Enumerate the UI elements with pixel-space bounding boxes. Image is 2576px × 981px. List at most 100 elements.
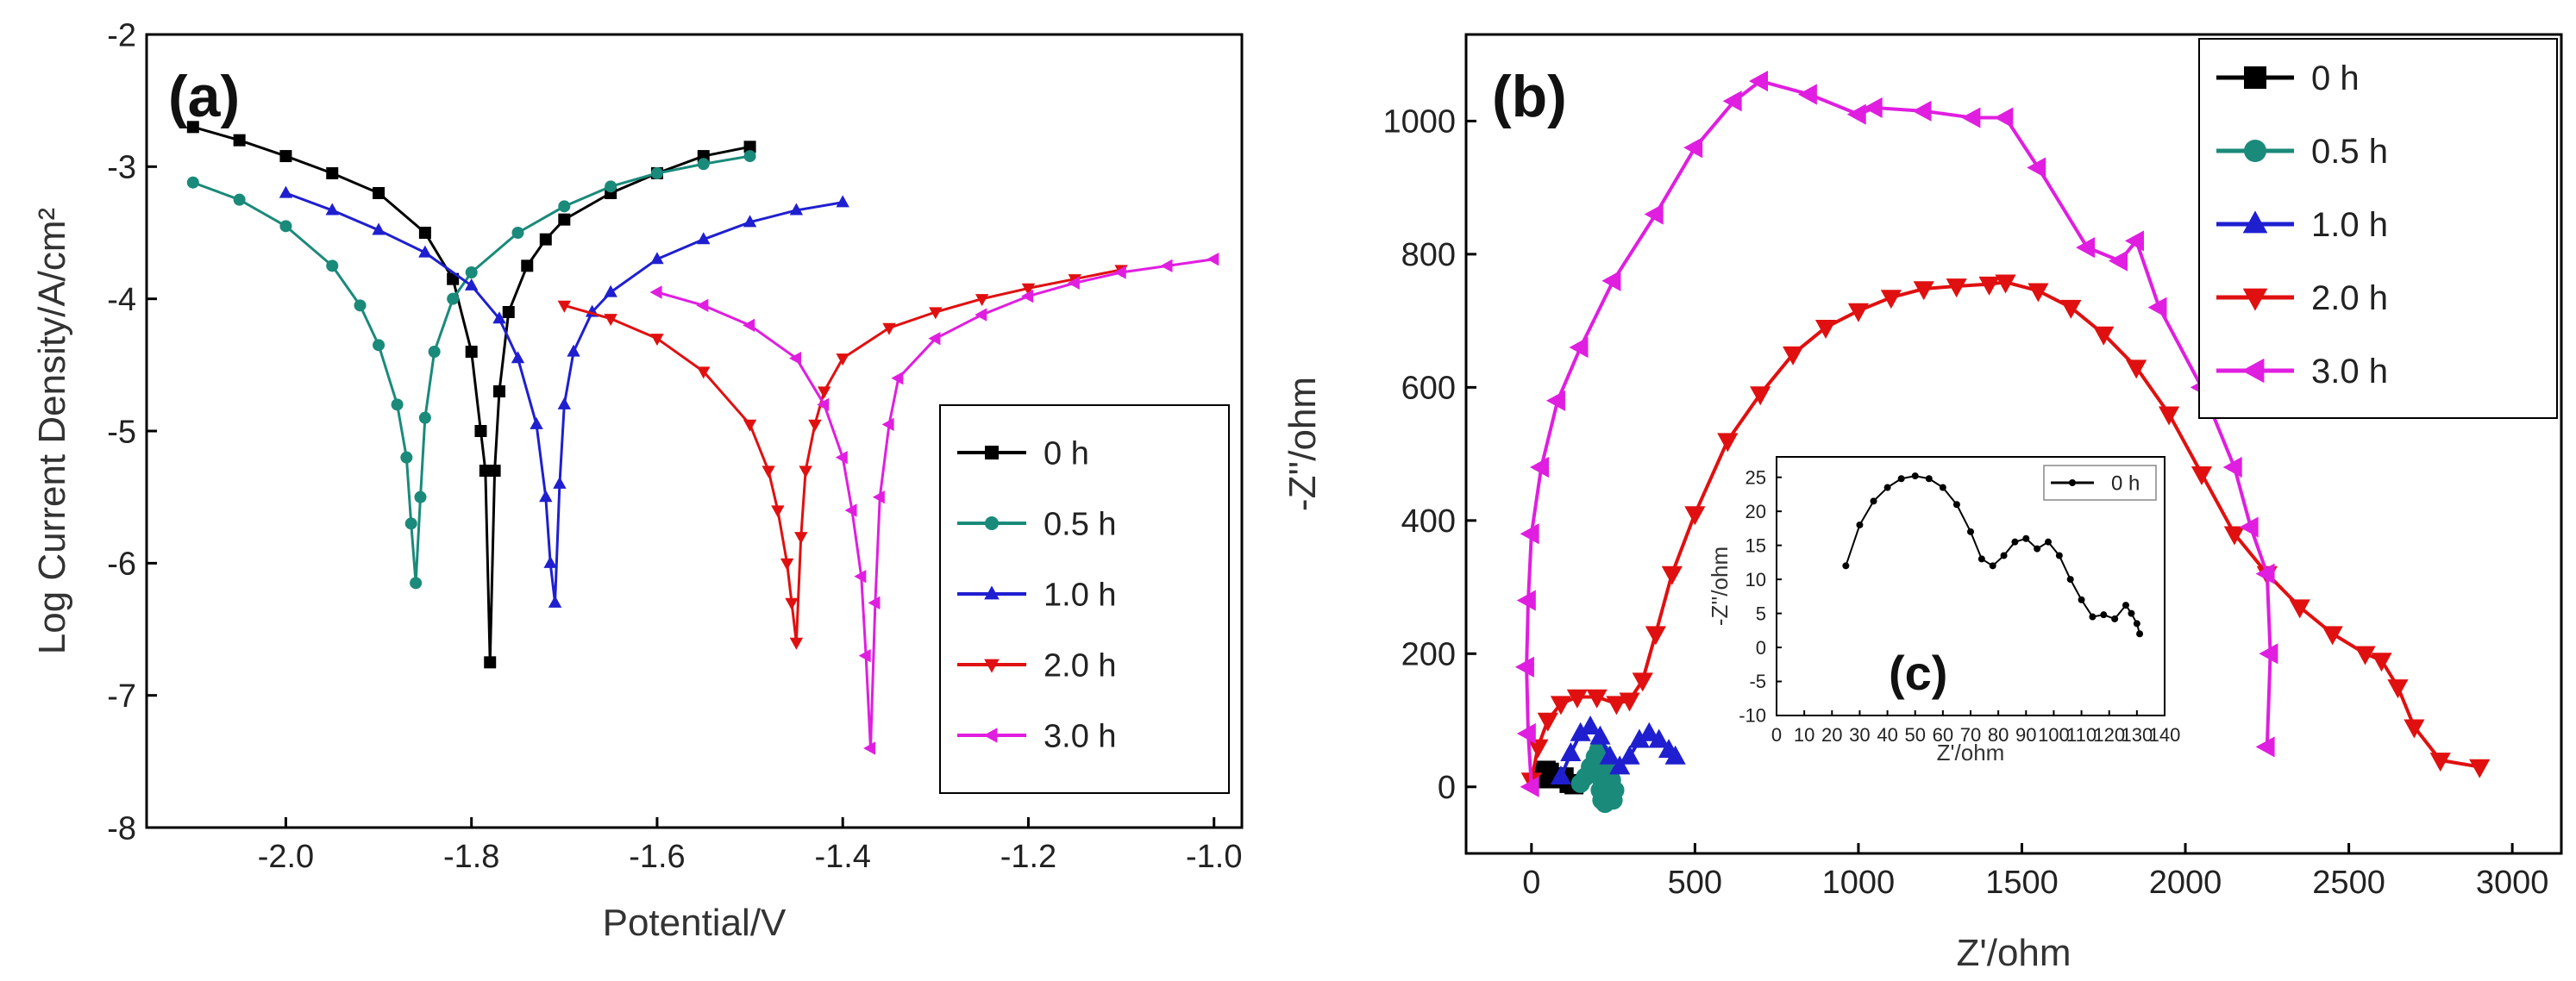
panel-a-data-point bbox=[414, 491, 427, 503]
panel-b-data-point bbox=[2371, 653, 2392, 672]
panel-b-data-point bbox=[2259, 643, 2278, 665]
panel-c-data-point bbox=[2045, 538, 2052, 546]
panel-a-x-axis-title: Potential/V bbox=[603, 902, 787, 944]
panel-a-x-ticks: -2.0 -1.8 -1.6 -1.4 -1.2 -1.0 bbox=[258, 817, 1242, 875]
panel-a-data-point bbox=[539, 233, 552, 246]
panel-a-grid-and-series bbox=[186, 121, 1219, 755]
panel-c-data-point bbox=[2066, 576, 2074, 584]
panel-c-data-point bbox=[2128, 609, 2135, 617]
panel-a-data-point bbox=[785, 597, 799, 610]
panel-b-data-point bbox=[1961, 107, 1981, 128]
panel-b-data-point bbox=[1863, 97, 1883, 119]
panel-a-data-point bbox=[447, 292, 460, 305]
panel-a-x-tick-label: -1.4 bbox=[814, 839, 870, 875]
panel-c-data-point bbox=[2111, 615, 2119, 622]
panel-a-data-point bbox=[799, 466, 812, 478]
panel-b-data-point bbox=[1603, 790, 1623, 810]
panel-a-data-point bbox=[186, 176, 199, 189]
panel-a-data-point bbox=[780, 558, 794, 571]
panel-b-data-point bbox=[1599, 745, 1620, 765]
panel-a-series-05h bbox=[186, 150, 756, 590]
panel-a-data-point bbox=[530, 416, 543, 429]
panel-a-data-point bbox=[511, 227, 524, 239]
panel-a-legend-marker bbox=[985, 446, 999, 459]
panel-a-data-point bbox=[863, 741, 876, 755]
panel-a-data-point bbox=[567, 344, 580, 357]
panel-b-x-tick-label: 1500 bbox=[1985, 865, 2059, 901]
panel-a-x-tick-label: -1.8 bbox=[443, 839, 499, 875]
panel-b-data-point bbox=[1664, 745, 1686, 765]
panel-a-legend-marker bbox=[984, 585, 1000, 600]
panel-b-x-tick-label: 0 bbox=[1522, 865, 1540, 901]
panel-c-data-point bbox=[1883, 484, 1891, 491]
panel-c-x-tick-label: 50 bbox=[1904, 724, 1925, 746]
panel-b-data-point bbox=[2191, 466, 2213, 485]
panel-c-x-axis-title: Z'/ohm bbox=[1937, 740, 2005, 765]
panel-a-x-tick-label: -1.2 bbox=[1000, 839, 1056, 875]
panel-a-series-30h bbox=[649, 252, 1219, 755]
panel-a-data-point bbox=[558, 200, 571, 213]
panel-b-x-tick-label: 2500 bbox=[2312, 865, 2385, 901]
panel-b-data-point bbox=[2289, 599, 2310, 619]
panel-b-data-point bbox=[1946, 278, 1967, 298]
panel-c-x-tick-label: 100 bbox=[2038, 724, 2070, 746]
panel-b-data-point bbox=[1846, 103, 1866, 125]
panel-a-data-point bbox=[233, 134, 246, 147]
panel-c-y-tick-label: -5 bbox=[1749, 671, 1766, 692]
panel-b-data-point bbox=[1717, 433, 1739, 453]
panel-a-data-point bbox=[1021, 289, 1034, 303]
panel-c-x-tick-label: 60 bbox=[1933, 724, 1953, 746]
panel-b-data-point bbox=[1661, 565, 1683, 585]
panel-b-data-point bbox=[1628, 728, 1651, 748]
panel-a-data-point bbox=[465, 266, 478, 278]
panel-a-data-point bbox=[872, 490, 885, 504]
panel-b-data-point bbox=[1683, 137, 1703, 159]
panel-b-label: (b) bbox=[1492, 64, 1567, 129]
panel-a-data-point bbox=[548, 595, 562, 608]
panel-a-data-point bbox=[492, 385, 505, 397]
panel-a-data-point bbox=[858, 648, 871, 663]
panel-c-data-point bbox=[2000, 552, 2008, 559]
panel-a-legend-label: 2.0 h bbox=[1044, 647, 1117, 684]
panel-b-data-point bbox=[1748, 70, 1768, 92]
panel-b-data-point bbox=[1978, 276, 2000, 296]
panel-a-data-point bbox=[418, 227, 431, 239]
panel-b-data-point bbox=[1589, 725, 1611, 745]
panel-a-y-tick-label: -5 bbox=[107, 414, 136, 450]
panel-a-data-point bbox=[557, 300, 572, 313]
panel-a-data-point bbox=[762, 466, 775, 478]
panel-b-data-point bbox=[1609, 755, 1631, 775]
panel-b-data-point bbox=[1606, 696, 1627, 715]
panel-b-data-point bbox=[1797, 84, 1817, 105]
panel-a-x-tick-label: -1.6 bbox=[629, 839, 685, 875]
panel-b-data-point bbox=[2387, 679, 2409, 699]
panel-c-x-tick-label: 140 bbox=[2149, 724, 2181, 746]
panel-b-data-point bbox=[2429, 753, 2451, 772]
panel-a-data-point bbox=[484, 656, 497, 669]
panel-b-data-point bbox=[1994, 107, 2014, 128]
panel-b-legend-label: 0.5 h bbox=[2311, 133, 2388, 171]
panel-a-data-point bbox=[743, 141, 756, 153]
panel-a-data-point bbox=[789, 203, 804, 216]
panel-b-series-20h bbox=[1520, 274, 2491, 792]
panel-a-data-point bbox=[464, 278, 479, 291]
panel-a-data-point bbox=[743, 318, 755, 333]
panel-a-series-10h bbox=[279, 185, 849, 608]
panel-b-data-point bbox=[1520, 776, 1539, 797]
panel-c-data-point bbox=[2136, 630, 2144, 638]
panel-b-data-point bbox=[1529, 456, 1549, 478]
panel-b-data-point bbox=[2222, 456, 2242, 478]
panel-c-data-point bbox=[1952, 501, 1960, 509]
panel-b-data-point bbox=[1601, 270, 1621, 291]
panel-a-data-point bbox=[404, 517, 417, 530]
panel-a-data-point bbox=[186, 121, 199, 134]
panel-b-legend-marker bbox=[2241, 358, 2265, 384]
panel-c-data-point bbox=[2133, 620, 2140, 628]
panel-c-x-tick-label: 30 bbox=[1849, 724, 1870, 746]
panel-c-x-tick-label: 90 bbox=[2015, 724, 2036, 746]
panel-a-y-tick-label: -6 bbox=[107, 547, 136, 583]
panel-a-data-point bbox=[391, 398, 404, 411]
panel-b-data-point bbox=[1619, 745, 1640, 765]
panel-b-series bbox=[1514, 70, 2491, 814]
